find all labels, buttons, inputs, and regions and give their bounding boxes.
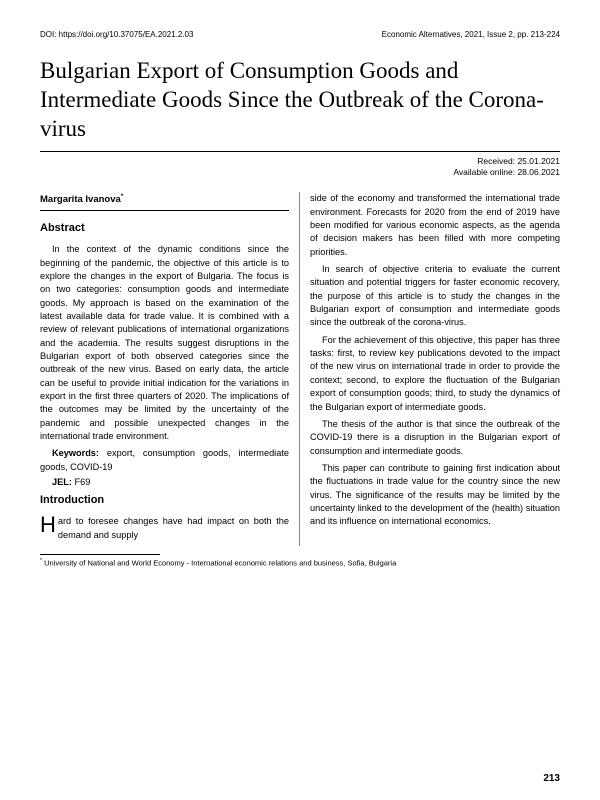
intro-p2: side of the economy and transformed the … — [310, 192, 560, 259]
intro-p5: The thesis of the author is that since t… — [310, 418, 560, 458]
keywords-line: Keywords: export, consumption goods, int… — [40, 447, 289, 474]
left-column: Margarita Ivanova* Abstract In the conte… — [40, 192, 300, 546]
footnote-rule — [40, 554, 160, 555]
doi-text: DOI: https://doi.org/10.37075/EA.2021.2.… — [40, 30, 193, 39]
received-date: Received: 25.01.2021 — [40, 156, 560, 167]
author-rule — [40, 210, 289, 211]
online-date: Available online: 28.06.2021 — [40, 167, 560, 178]
footnote: * University of National and World Econo… — [40, 558, 560, 568]
abstract-para: In the context of the dynamic conditions… — [40, 243, 289, 443]
right-column: side of the economy and transformed the … — [300, 192, 560, 546]
dates-block: Received: 25.01.2021 Available online: 2… — [40, 156, 560, 178]
dropcap: H — [40, 515, 58, 535]
two-column-body: Margarita Ivanova* Abstract In the conte… — [40, 192, 560, 546]
header-row: DOI: https://doi.org/10.37075/EA.2021.2.… — [40, 30, 560, 39]
jel-line: JEL: F69 — [40, 476, 289, 489]
author-name: Margarita Ivanova* — [40, 192, 289, 207]
introduction-heading: Introduction — [40, 493, 289, 509]
title-rule — [40, 151, 560, 152]
abstract-heading: Abstract — [40, 221, 289, 237]
intro-p4: For the achievement of this objective, t… — [310, 334, 560, 414]
page-number: 213 — [543, 773, 560, 784]
intro-p1: Hard to foresee changes have had impact … — [40, 515, 289, 542]
intro-p3: In search of objective criteria to evalu… — [310, 263, 560, 330]
journal-ref: Economic Alternatives, 2021, Issue 2, pp… — [382, 30, 560, 39]
intro-p6: This paper can contribute to gaining fir… — [310, 462, 560, 529]
article-title: Bulgarian Export of Consumption Goods an… — [40, 57, 560, 143]
